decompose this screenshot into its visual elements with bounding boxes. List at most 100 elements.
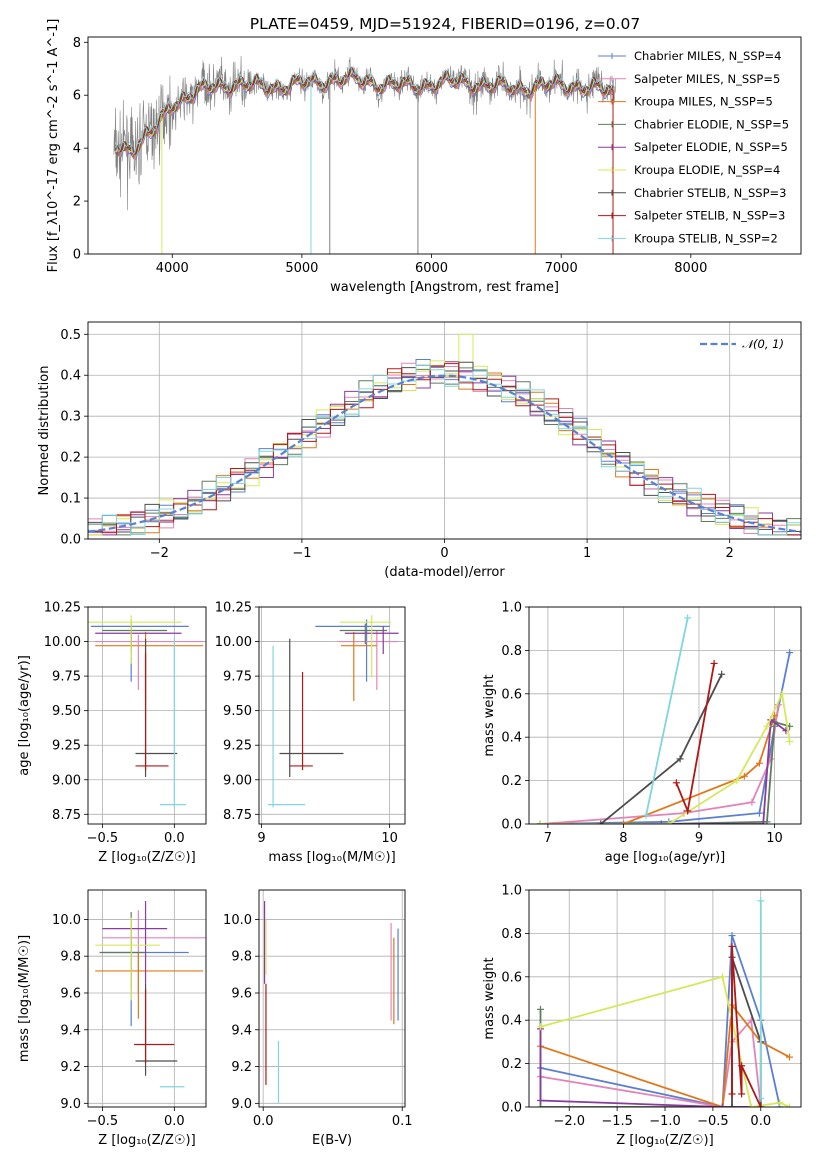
axes-frame (258, 606, 406, 825)
y-tick-label: 9.25 (223, 739, 252, 754)
residual-histogram (88, 363, 801, 536)
x-tick-label: 9 (695, 831, 703, 846)
legend-label: Kroupa STELIB, N_SSP=2 (634, 231, 778, 245)
x-tick-label: 0.0 (164, 831, 185, 846)
y-tick-label: 0 (73, 248, 81, 263)
error-bar (338, 630, 399, 690)
ticks (525, 606, 775, 828)
error-bar (340, 631, 377, 701)
y-tick-label: 9.6 (60, 986, 81, 1001)
legend-label: Kroupa ELODIE, N_SSP=4 (634, 163, 780, 177)
y-tick-label: 0.3 (60, 410, 81, 425)
mass-weight-marker (619, 820, 627, 824)
legend-label: Chabrier MILES, N_SSP=4 (634, 49, 781, 63)
x-tick-label: −2 (150, 546, 169, 561)
mass-weight-marker (740, 772, 748, 780)
y-tick-label: 9.8 (231, 950, 252, 965)
spectrum-title: PLATE=0459, MJD=51924, FIBERID=0196, z=0… (250, 15, 640, 33)
legend-label: Salpeter ELODIE, N_SSP=5 (634, 140, 788, 154)
error-bar (88, 615, 182, 664)
mass-weight-vs-metallicity-panel: −2.0 −1.5 −1.0 −0.5 0.0 0.0 0.2 0.4 0.6 0.8 1.0 Z [… (482, 884, 802, 1148)
y-tick-label: 8.75 (223, 808, 252, 823)
mass-weight-line (540, 690, 791, 824)
error-bar (135, 652, 169, 771)
x-axis-label: Z [log₁₀(Z/Z☉)] (98, 1133, 195, 1148)
y-tick-label: 9.00 (223, 773, 252, 788)
mass-vs-reddening-panel: 0.0 0.1 9.0 9.2 9.4 9.6 9.8 10.0 E(B-V) (223, 889, 413, 1148)
legend-label: 𝒩(0, 1) (742, 337, 784, 351)
x-tick-label: −2.0 (553, 1114, 585, 1129)
x-axis-label: wavelength [Angstrom, rest frame] (330, 280, 559, 295)
mass-weight-marker (757, 1103, 765, 1107)
error-bar (95, 917, 160, 1001)
y-tick-label: 4 (73, 142, 81, 157)
error-bar (95, 952, 204, 1019)
mass-weight-marker (755, 759, 763, 767)
y-tick-label: 0.4 (501, 731, 522, 746)
error-bar (267, 645, 306, 808)
y-tick-label: 0.6 (501, 970, 522, 985)
mass-weight-marker (748, 798, 756, 806)
y-tick-label: 10.0 (223, 913, 252, 928)
axes-frame (87, 889, 207, 1108)
x-tick-label: 5000 (285, 261, 318, 276)
y-tick-label: 10.00 (215, 635, 252, 650)
y-axis-label: age [log₁₀(age/yr)] (17, 655, 32, 776)
ticks (255, 606, 391, 828)
axes-frame (87, 606, 207, 825)
y-tick-label: 10.25 (44, 601, 81, 616)
y-tick-label: 10.0 (52, 913, 81, 928)
spectrum-panel: 4000 5000 6000 7000 8000 0 2 4 6 8 wavelength [Ang… (46, 19, 802, 295)
residual-histogram-panel: −2 −1 0 1 2 0.0 0.1 0.2 0.3 0.4 0.5 (data-model)/er… (37, 321, 802, 580)
y-tick-label: 9.0 (60, 1097, 81, 1112)
y-tick-label: 0.0 (60, 533, 81, 548)
mass-weight-marker (786, 649, 794, 657)
y-tick-label: 9.2 (231, 1060, 252, 1075)
y-tick-label: 8.75 (52, 808, 81, 823)
x-axis-label: E(B-V) (312, 1133, 352, 1148)
mass-weight-marker (718, 670, 726, 678)
x-tick-label: 10 (381, 831, 398, 846)
mass-weight-line (540, 975, 790, 1107)
y-tick-label: 9.4 (60, 1023, 81, 1038)
x-tick-label: 7 (544, 831, 552, 846)
mass-weight-marker (728, 1090, 736, 1098)
ticks (84, 41, 692, 258)
residual-histogram (88, 333, 801, 536)
mass-weight-line (540, 718, 787, 824)
mass-weight-marker (728, 1103, 736, 1107)
x-tick-label: 6000 (415, 261, 448, 276)
y-tick-label: 0.2 (60, 451, 81, 466)
mass-weight-marker (763, 818, 771, 824)
mass-weight-line (539, 1028, 761, 1107)
mass-weight-marker (672, 779, 680, 787)
mass-weight-marker (536, 1096, 544, 1104)
x-tick-label: 7000 (545, 261, 578, 276)
y-tick-label: 0.6 (501, 687, 522, 702)
legend-label: Kroupa MILES, N_SSP=5 (634, 95, 773, 109)
y-tick-label: 0.8 (501, 644, 522, 659)
y-tick-label: 9.2 (60, 1060, 81, 1075)
y-tick-label: 9.6 (231, 986, 252, 1001)
x-axis-label: Z [log₁₀(Z/Z☉)] (616, 1133, 713, 1148)
grid (88, 890, 206, 1107)
error-bar (102, 901, 168, 984)
mass-weight-marker (642, 811, 650, 819)
x-tick-label: −1 (292, 546, 311, 561)
legend-label: Salpeter STELIB, N_SSP=3 (634, 209, 785, 223)
ticks (84, 333, 731, 543)
grid (259, 606, 405, 824)
mass-vs-metallicity-panel: −0.5 0.0 9.0 9.2 9.4 9.6 9.8 10.0 Z [log₁₀(Z/Z☉)… (17, 889, 207, 1148)
x-axis-label: (data-model)/error (384, 565, 505, 580)
y-tick-label: 1.0 (501, 601, 522, 616)
mass-weight-marker (738, 1062, 746, 1070)
error-bar (315, 619, 390, 682)
mass-weight-marker (786, 1103, 794, 1107)
mass-weight-marker (710, 659, 718, 667)
x-axis-label: Z [log₁₀(Z/Z☉)] (98, 850, 195, 865)
x-tick-label: −1.5 (601, 1114, 633, 1129)
y-tick-label: 9.50 (223, 704, 252, 719)
x-tick-label: 9 (257, 831, 265, 846)
error-bar (289, 671, 313, 771)
error-bar (159, 638, 186, 808)
